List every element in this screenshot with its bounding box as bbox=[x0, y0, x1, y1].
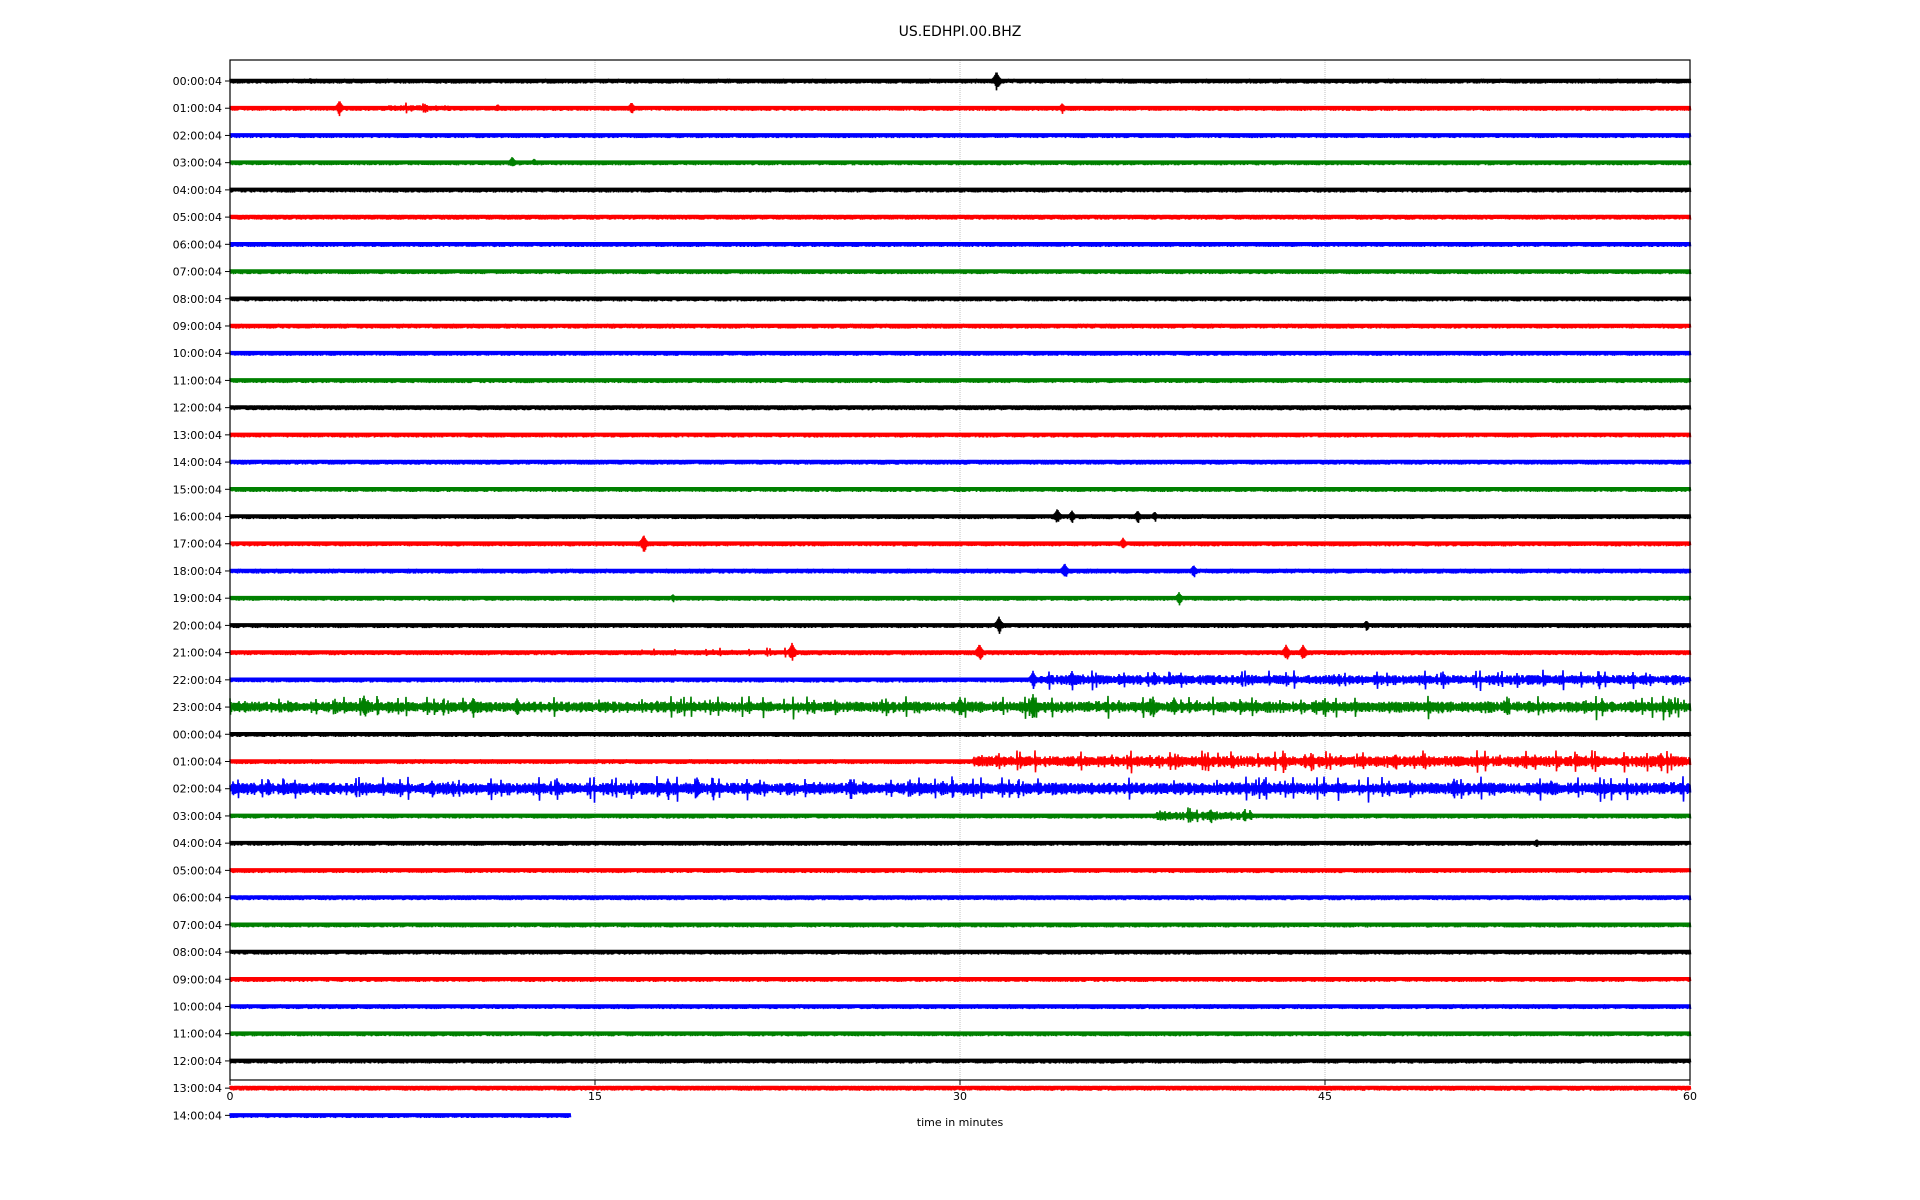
trace-6 bbox=[229, 241, 1692, 248]
trace-3 bbox=[229, 157, 1692, 167]
trace-21 bbox=[229, 642, 1692, 661]
trace-32 bbox=[229, 949, 1692, 955]
y-tick-label: 13:00:04 bbox=[173, 429, 222, 442]
y-tick-label: 10:00:04 bbox=[173, 1000, 222, 1013]
trace-35 bbox=[229, 1031, 1692, 1037]
trace-14 bbox=[229, 459, 1692, 465]
trace-28 bbox=[229, 839, 1692, 847]
y-tick-label: 02:00:04 bbox=[173, 129, 222, 142]
x-tick-label: 45 bbox=[1318, 1090, 1332, 1103]
trace-4 bbox=[229, 187, 1692, 193]
x-tick-label: 30 bbox=[953, 1090, 967, 1103]
trace-20 bbox=[229, 616, 1692, 634]
x-tick-label: 60 bbox=[1683, 1090, 1697, 1103]
y-tick-label: 06:00:04 bbox=[173, 892, 222, 905]
traces bbox=[229, 72, 1692, 1119]
trace-15 bbox=[229, 486, 1692, 492]
trace-5 bbox=[229, 214, 1692, 220]
trace-0 bbox=[229, 72, 1692, 91]
trace-19 bbox=[229, 592, 1692, 606]
trace-24 bbox=[229, 731, 1692, 737]
trace-17 bbox=[229, 535, 1692, 552]
y-tick-label: 15:00:04 bbox=[173, 483, 222, 496]
trace-12 bbox=[229, 405, 1692, 411]
y-tick-label: 13:00:04 bbox=[173, 1082, 222, 1095]
y-tick-label: 00:00:04 bbox=[173, 75, 222, 88]
y-axis: 00:00:04 01:00:04 02:00:04 03:00:04 04:00:04… bbox=[173, 75, 230, 1122]
y-tick-label: 18:00:04 bbox=[173, 565, 222, 578]
trace-18 bbox=[229, 563, 1692, 578]
y-tick-label: 23:00:04 bbox=[173, 701, 222, 714]
y-tick-label: 05:00:04 bbox=[173, 211, 222, 224]
trace-27 bbox=[229, 807, 1692, 824]
y-tick-label: 08:00:04 bbox=[173, 946, 222, 959]
trace-23 bbox=[229, 694, 1692, 721]
trace-9 bbox=[229, 323, 1692, 329]
y-tick-label: 09:00:04 bbox=[173, 320, 222, 333]
trace-30 bbox=[229, 895, 1692, 901]
y-tick-label: 08:00:04 bbox=[173, 293, 222, 306]
trace-10 bbox=[229, 350, 1692, 356]
trace-13 bbox=[229, 432, 1692, 438]
y-tick-label: 07:00:04 bbox=[173, 266, 222, 279]
x-tick-label: 0 bbox=[227, 1090, 234, 1103]
y-tick-label: 20:00:04 bbox=[173, 619, 222, 632]
y-tick-label: 05:00:04 bbox=[173, 864, 222, 877]
trace-37 bbox=[229, 1085, 1692, 1091]
y-tick-label: 22:00:04 bbox=[173, 674, 222, 687]
trace-29 bbox=[229, 868, 1692, 874]
trace-33 bbox=[229, 976, 1692, 982]
y-tick-label: 12:00:04 bbox=[173, 402, 222, 415]
y-tick-label: 09:00:04 bbox=[173, 973, 222, 986]
y-tick-label: 04:00:04 bbox=[173, 184, 222, 197]
y-tick-label: 11:00:04 bbox=[173, 374, 222, 387]
trace-26 bbox=[229, 776, 1692, 803]
trace-16 bbox=[229, 509, 1692, 523]
y-tick-label: 06:00:04 bbox=[173, 238, 222, 251]
y-tick-label: 17:00:04 bbox=[173, 538, 222, 551]
y-tick-label: 19:00:04 bbox=[173, 592, 222, 605]
trace-34 bbox=[229, 1004, 1692, 1010]
trace-1 bbox=[229, 101, 1692, 117]
trace-7 bbox=[229, 269, 1692, 275]
y-tick-label: 02:00:04 bbox=[173, 783, 222, 796]
x-axis: 0 15 30 45 60 bbox=[227, 1080, 1697, 1103]
trace-36 bbox=[229, 1058, 1692, 1064]
x-axis-label: time in minutes bbox=[917, 1116, 1004, 1129]
chart-title: US.EDHPI.00.BHZ bbox=[899, 24, 1022, 40]
y-tick-label: 21:00:04 bbox=[173, 647, 222, 660]
y-tick-label: 16:00:04 bbox=[173, 511, 222, 524]
trace-2 bbox=[229, 133, 1692, 139]
trace-11 bbox=[229, 378, 1692, 384]
y-tick-label: 01:00:04 bbox=[173, 756, 222, 769]
y-tick-label: 00:00:04 bbox=[173, 728, 222, 741]
y-tick-label: 12:00:04 bbox=[173, 1055, 222, 1068]
y-tick-label: 14:00:04 bbox=[173, 456, 222, 469]
y-tick-label: 04:00:04 bbox=[173, 837, 222, 850]
y-tick-label: 01:00:04 bbox=[173, 102, 222, 115]
y-tick-label: 11:00:04 bbox=[173, 1028, 222, 1041]
trace-38 bbox=[229, 1113, 572, 1119]
x-tick-label: 15 bbox=[588, 1090, 602, 1103]
y-tick-label: 03:00:04 bbox=[173, 157, 222, 170]
trace-22 bbox=[229, 669, 1692, 692]
trace-31 bbox=[229, 922, 1692, 928]
y-tick-label: 14:00:04 bbox=[173, 1109, 222, 1122]
trace-8 bbox=[229, 296, 1692, 302]
trace-25 bbox=[229, 750, 1692, 774]
y-tick-label: 10:00:04 bbox=[173, 347, 222, 360]
y-tick-label: 03:00:04 bbox=[173, 810, 222, 823]
y-tick-label: 07:00:04 bbox=[173, 919, 222, 932]
